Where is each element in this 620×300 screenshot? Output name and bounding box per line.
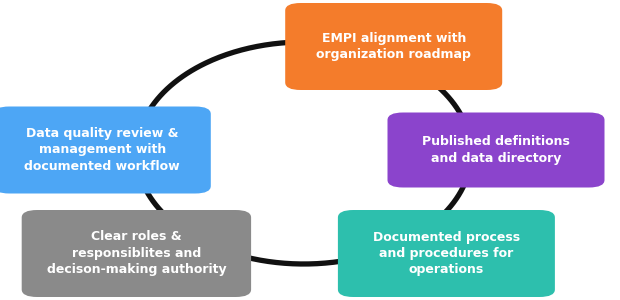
Text: EMPI alignment with
organization roadmap: EMPI alignment with organization roadmap	[316, 32, 471, 61]
FancyBboxPatch shape	[388, 112, 604, 188]
FancyBboxPatch shape	[285, 3, 502, 90]
FancyBboxPatch shape	[22, 210, 251, 297]
Text: Published definitions
and data directory: Published definitions and data directory	[422, 135, 570, 165]
Text: Clear roles &
responsiblites and
decison-making authority: Clear roles & responsiblites and decison…	[46, 230, 226, 277]
FancyBboxPatch shape	[338, 210, 555, 297]
FancyBboxPatch shape	[0, 106, 211, 194]
Text: Documented process
and procedures for
operations: Documented process and procedures for op…	[373, 230, 520, 277]
Text: Data quality review &
management with
documented workflow: Data quality review & management with do…	[24, 127, 180, 173]
